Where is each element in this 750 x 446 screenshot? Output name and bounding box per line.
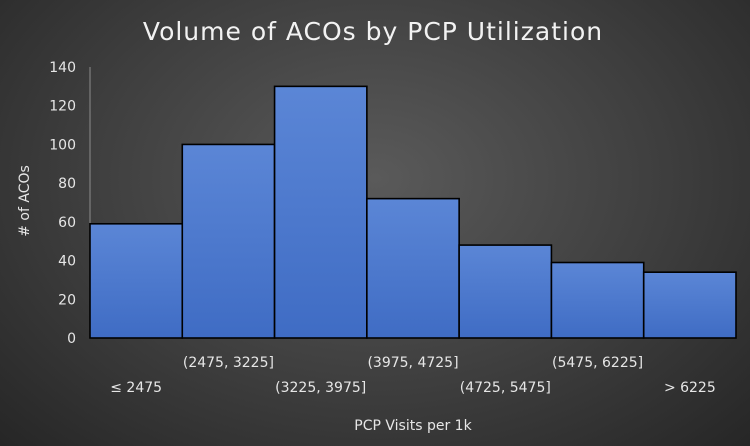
x-tick-label: > 6225 (664, 380, 716, 396)
x-tick-label: (3975, 4725] (367, 355, 458, 371)
y-tick-label: 80 (58, 176, 76, 192)
x-tick-label: (3225, 3975] (275, 380, 366, 396)
bar-1 (89, 222, 184, 339)
bar-5 (458, 244, 553, 339)
x-tick-label: (2475, 3225] (183, 355, 274, 371)
bar-7 (642, 271, 737, 339)
y-tick-label: 20 (58, 292, 76, 308)
x-tick-label: ≤ 2475 (110, 380, 162, 396)
bar-4 (366, 197, 460, 339)
y-axis-title: # of ACOs (17, 165, 33, 237)
y-tick-label: 100 (49, 137, 76, 153)
x-tick-label: (5475, 6225] (552, 355, 643, 371)
y-tick-label: 40 (58, 254, 76, 270)
x-axis-title: PCP Visits per 1k (354, 418, 472, 434)
y-tick-label: 0 (67, 331, 76, 347)
y-tick-label: 60 (58, 215, 76, 231)
bar-3 (273, 85, 368, 339)
x-tick-label: (4725, 5475] (460, 380, 551, 396)
y-tick-label: 140 (49, 60, 76, 76)
y-tick-label: 120 (49, 99, 76, 115)
bar-2 (181, 143, 276, 339)
chart-title: Volume of ACOs by PCP Utilization (143, 17, 603, 46)
bar-6 (550, 261, 645, 339)
